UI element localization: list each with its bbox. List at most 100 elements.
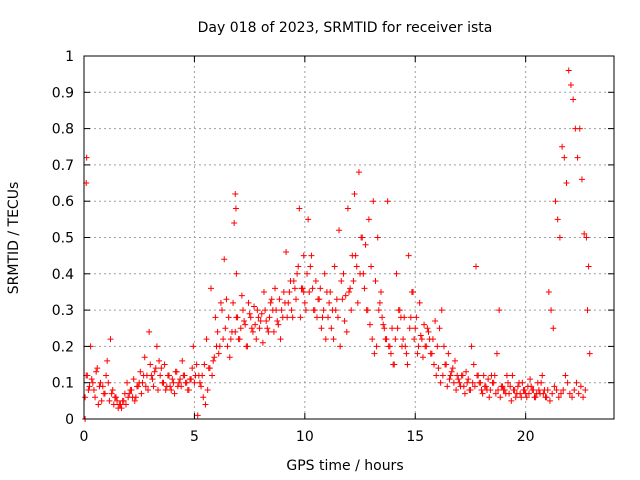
data-point (394, 325, 401, 332)
data-point (434, 343, 441, 350)
y-tick-label: 1 (65, 49, 74, 65)
data-point (308, 252, 315, 259)
data-point (209, 372, 216, 379)
data-point (83, 154, 90, 161)
data-point (445, 350, 452, 357)
data-point (237, 325, 244, 332)
data-point (432, 317, 439, 324)
data-point (509, 372, 516, 379)
y-tick-label: 0.8 (52, 122, 74, 138)
data-point (275, 321, 282, 328)
data-point (219, 307, 226, 314)
data-point (159, 379, 166, 386)
data-point (384, 198, 391, 205)
data-point (190, 343, 197, 350)
data-point (149, 376, 156, 383)
data-point (337, 343, 344, 350)
data-point (448, 368, 455, 375)
x-tick-label: 20 (517, 429, 535, 445)
data-point (338, 278, 345, 285)
data-point (354, 299, 361, 306)
data-point (122, 401, 129, 408)
data-point (202, 401, 209, 408)
data-point (413, 314, 420, 321)
data-point (148, 372, 155, 379)
data-point (82, 394, 89, 401)
data-point (438, 307, 445, 314)
data-point (145, 386, 152, 393)
data-point (530, 386, 537, 393)
data-point (370, 198, 377, 205)
data-point (158, 365, 165, 372)
data-point (581, 230, 588, 237)
data-point (550, 325, 557, 332)
data-point (224, 343, 231, 350)
data-point (161, 361, 168, 368)
data-point (397, 314, 404, 321)
data-point (577, 383, 584, 390)
data-point (307, 263, 314, 270)
data-point (298, 285, 305, 292)
data-point (465, 376, 472, 383)
data-point (304, 270, 311, 277)
data-point (89, 379, 96, 386)
data-point (86, 383, 93, 390)
data-point (142, 383, 149, 390)
data-point (174, 383, 181, 390)
data-point (309, 285, 316, 292)
data-point (437, 379, 444, 386)
axis-ticks (83, 55, 614, 420)
data-point (300, 288, 307, 295)
data-point (480, 372, 487, 379)
data-point (369, 336, 376, 343)
data-point (259, 339, 266, 346)
data-point (198, 383, 205, 390)
data-point (496, 307, 503, 314)
data-point (346, 288, 352, 295)
data-point (300, 252, 307, 259)
data-point (514, 383, 521, 390)
data-point (457, 383, 464, 390)
data-point (408, 288, 415, 295)
data-point (312, 278, 319, 285)
data-point (549, 390, 556, 397)
data-point (103, 372, 110, 379)
data-point (375, 307, 382, 314)
data-point (425, 328, 432, 335)
data-point (204, 386, 211, 393)
data-point (400, 336, 407, 343)
data-point (293, 296, 299, 303)
data-point (350, 278, 357, 285)
data-point (566, 390, 573, 397)
data-point (152, 365, 159, 372)
data-point (412, 325, 419, 332)
data-point (567, 82, 574, 89)
data-point (490, 379, 497, 386)
data-point (444, 383, 451, 390)
data-point (319, 314, 326, 321)
y-tick-label: 0.6 (52, 194, 74, 210)
data-point (325, 314, 332, 321)
data-point (147, 361, 154, 368)
data-point (461, 390, 468, 397)
data-point (343, 328, 350, 335)
data-point (464, 379, 471, 386)
data-point (283, 249, 290, 256)
data-point (196, 379, 203, 386)
data-point (268, 296, 275, 303)
data-point (414, 350, 421, 357)
data-point (207, 285, 214, 292)
data-point (287, 278, 294, 285)
data-point (124, 379, 131, 386)
data-point (447, 372, 454, 379)
data-point (234, 314, 241, 321)
data-point (570, 96, 577, 103)
y-tick-label: 0.5 (52, 231, 74, 247)
data-point (233, 270, 240, 277)
y-tick-label: 0.2 (52, 339, 74, 355)
data-point (172, 368, 179, 375)
data-point (368, 263, 375, 270)
data-point (185, 386, 192, 393)
data-point (101, 390, 108, 397)
data-point (286, 288, 293, 295)
